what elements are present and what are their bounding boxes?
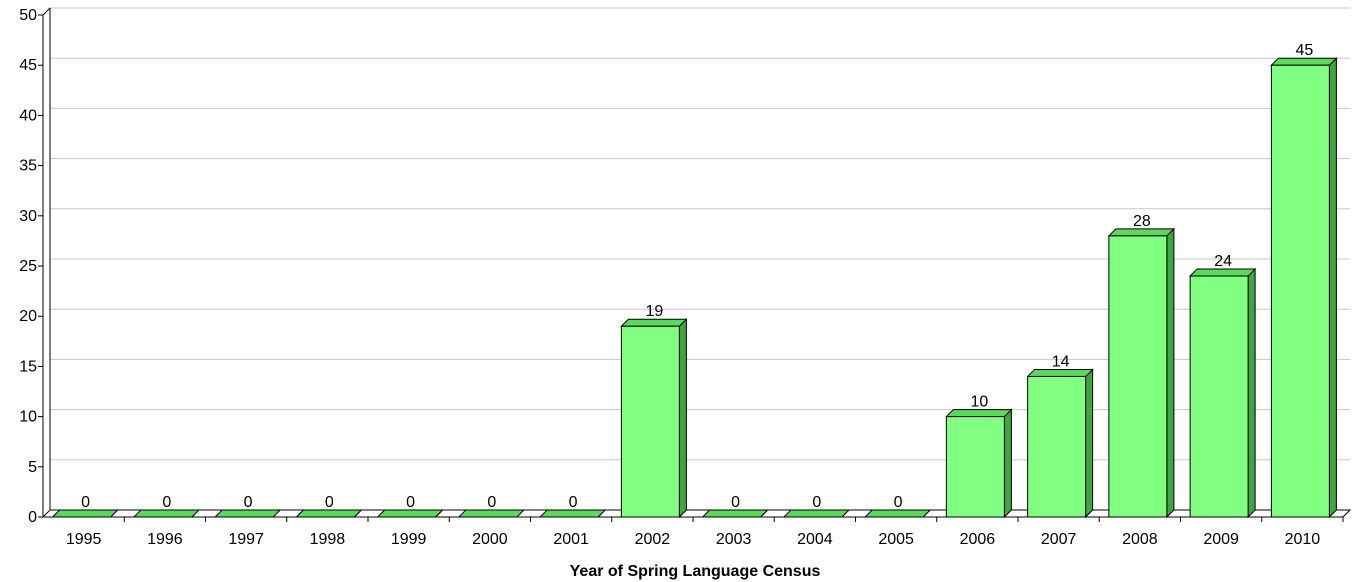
data-label-1997: 0 — [244, 494, 253, 511]
bar-2002 — [620, 325, 680, 518]
y-tick-label: 35 — [19, 158, 37, 175]
x-tick-label-2003: 2003 — [716, 531, 752, 548]
bars — [51, 56, 1338, 519]
data-label-2002: 19 — [645, 303, 663, 320]
y-tick-labels: 0 5 10 15 20 25 30 35 40 45 50 — [19, 7, 37, 526]
bar-top-1998 — [295, 509, 363, 518]
bar-top-1997 — [213, 509, 282, 518]
bar-top-1995 — [51, 509, 119, 518]
x-tick-label-1995: 1995 — [66, 531, 102, 548]
y-tick-label: 40 — [19, 107, 37, 124]
data-labels: 0 0 0 0 0 0 0 19 0 0 0 10 14 28 24 45 — [81, 42, 1313, 511]
bar-top-2000 — [457, 509, 526, 518]
data-label-1998: 0 — [325, 494, 334, 511]
x-tick-label-2000: 2000 — [472, 531, 508, 548]
bar-top-1996 — [132, 509, 201, 518]
bar-side-2007 — [1085, 368, 1094, 519]
x-tick-label-2006: 2006 — [960, 531, 996, 548]
bar-side-2006 — [1003, 408, 1012, 519]
bar-2010 — [1270, 64, 1330, 518]
x-tick-label-1996: 1996 — [147, 531, 183, 548]
x-tick-labels: 1995 1996 1997 1998 1999 2000 2001 2002 2003 2004… — [66, 531, 1320, 548]
grid-lines — [50, 7, 1350, 461]
y-tick-label: 50 — [19, 7, 37, 24]
bar-side-2009 — [1247, 267, 1256, 519]
x-axis-title: Year of Spring Language Census — [570, 563, 821, 580]
bar-top-2007 — [1026, 368, 1094, 377]
bar-2007 — [1027, 375, 1087, 518]
bar-top-2003 — [701, 509, 769, 518]
x-tick-label-2002: 2002 — [635, 531, 671, 548]
bar-side-2010 — [1328, 56, 1337, 519]
bar-top-2005 — [863, 509, 932, 518]
x-tick-label-1999: 1999 — [391, 531, 427, 548]
data-label-1996: 0 — [162, 494, 171, 511]
y-tick-label: 45 — [19, 57, 37, 74]
data-label-2004: 0 — [812, 494, 821, 511]
data-label-2000: 0 — [487, 494, 496, 511]
data-label-2003: 0 — [731, 494, 740, 511]
bar-2006 — [945, 416, 1005, 518]
x-tick-label-1997: 1997 — [228, 531, 264, 548]
data-label-2006: 10 — [970, 394, 988, 411]
bar-2008 — [1108, 235, 1168, 518]
axes — [38, 7, 1352, 522]
y-tick-label: 30 — [19, 208, 37, 225]
data-label-1999: 0 — [406, 494, 415, 511]
bar-2009 — [1189, 275, 1249, 518]
bar-top-2006 — [945, 409, 1013, 418]
data-label-2010: 45 — [1295, 42, 1313, 59]
data-label-2007: 14 — [1052, 353, 1070, 370]
y-tick-label: 15 — [19, 358, 37, 375]
x-tick-label-2010: 2010 — [1285, 531, 1321, 548]
bar-top-1999 — [376, 509, 444, 518]
x-tick-label-2007: 2007 — [1041, 531, 1077, 548]
y-tick-label: 25 — [19, 258, 37, 275]
bar-side-2002 — [678, 318, 687, 519]
y-tick-label: 10 — [19, 409, 37, 426]
bar-top-2009 — [1188, 268, 1257, 277]
x-tick-label-2004: 2004 — [797, 531, 833, 548]
x-tick-label-2001: 2001 — [553, 531, 589, 548]
x-tick-label-1998: 1998 — [310, 531, 346, 548]
data-label-1995: 0 — [81, 494, 90, 511]
bar-top-2010 — [1270, 57, 1338, 66]
data-label-2005: 0 — [894, 494, 903, 511]
bar-top-2008 — [1107, 228, 1176, 237]
x-tick-label-2009: 2009 — [1203, 531, 1239, 548]
bar-side-2008 — [1166, 227, 1175, 519]
data-label-2008: 28 — [1133, 213, 1151, 230]
x-tick-label-2005: 2005 — [878, 531, 914, 548]
bar-top-2001 — [538, 509, 607, 518]
y-tick-label: 0 — [28, 509, 37, 526]
y-tick-label: 20 — [19, 308, 37, 325]
bar-top-2004 — [782, 509, 851, 518]
x-tick-label-2008: 2008 — [1122, 531, 1158, 548]
bar-top-2002 — [620, 318, 688, 327]
y-tick-label: 5 — [28, 459, 37, 476]
data-label-2009: 24 — [1214, 253, 1232, 270]
data-label-2001: 0 — [569, 494, 578, 511]
axis-depth-edge — [42, 7, 51, 16]
